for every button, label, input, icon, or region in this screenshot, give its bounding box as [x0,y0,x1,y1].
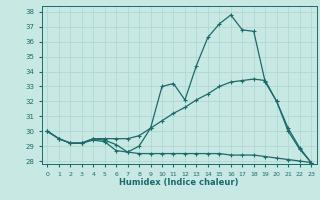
X-axis label: Humidex (Indice chaleur): Humidex (Indice chaleur) [119,178,239,187]
